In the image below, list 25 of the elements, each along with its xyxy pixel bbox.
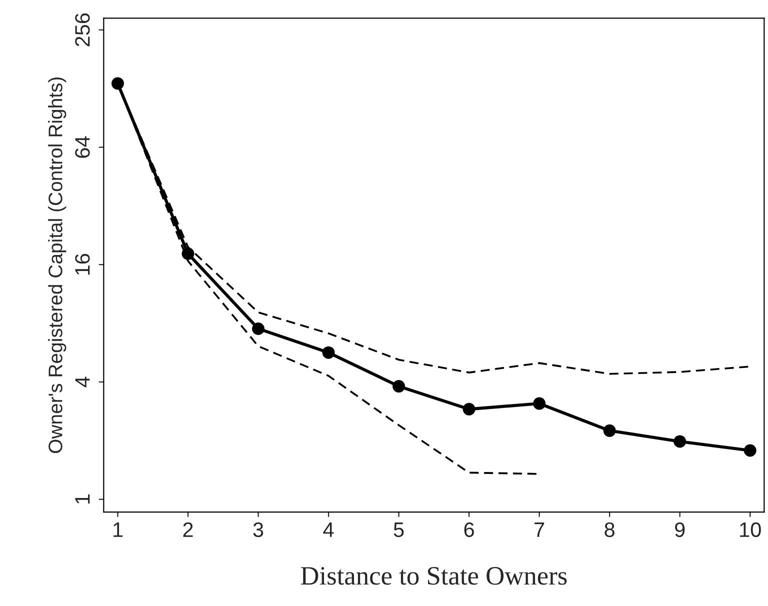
x-tick-label: 5 — [394, 522, 404, 538]
x-tick-label: 2 — [183, 522, 193, 537]
x-axis-title: Distance to State Owners — [300, 567, 567, 585]
x-tick-label: 6 — [464, 522, 474, 538]
point — [252, 322, 265, 335]
y-tick-label: 16 — [75, 254, 90, 275]
y-axis-title: Owner's Registered Capital (Control Rights) — [48, 78, 66, 454]
x-tick-label: 9 — [675, 522, 685, 538]
x-tick-label: 7 — [534, 522, 544, 537]
point — [322, 346, 335, 359]
point — [744, 444, 756, 457]
x-tick-label: 10 — [740, 522, 761, 538]
point — [392, 380, 406, 393]
y-tick-label: 64 — [75, 136, 90, 158]
x-tick-label: 4 — [323, 522, 334, 537]
x-tick-label: 1 — [114, 522, 123, 537]
x-tick-label: 3 — [253, 522, 264, 538]
y-tick-label: 1 — [75, 494, 90, 504]
y-tick-label: 256 — [75, 13, 90, 46]
point — [674, 435, 686, 448]
y-tick-label: 4 — [75, 376, 90, 388]
point — [533, 397, 546, 410]
point — [462, 402, 476, 416]
point — [603, 424, 616, 437]
x-tick-label: 8 — [604, 522, 614, 538]
